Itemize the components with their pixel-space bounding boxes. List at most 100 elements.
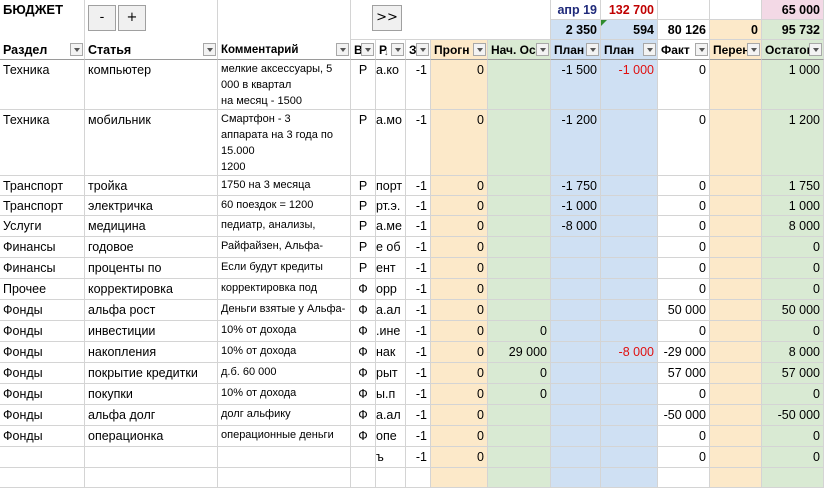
filter-dropdown-icon[interactable] <box>747 43 760 56</box>
cell-fact[interactable]: -29 000 <box>658 342 710 363</box>
column-header-balance[interactable]: Остаток <box>762 40 824 60</box>
cell-article[interactable]: медицина <box>85 216 218 237</box>
cell-section[interactable]: Фонды <box>0 405 85 426</box>
cell-article[interactable]: инвестиции <box>85 321 218 342</box>
cell-balance[interactable]: 0 <box>762 447 824 468</box>
cell-v[interactable]: Р <box>351 258 376 279</box>
cell-v[interactable]: Ф <box>351 384 376 405</box>
cell-start[interactable]: 0 <box>488 321 551 342</box>
cell-fact[interactable]: 57 000 <box>658 363 710 384</box>
cell-v[interactable]: Р <box>351 60 376 110</box>
cell-start[interactable]: 0 <box>488 384 551 405</box>
cell-plan[interactable]: -8 000 <box>551 216 601 237</box>
cell-r[interactable]: порт <box>376 176 406 196</box>
cell-r[interactable]: орр <box>376 279 406 300</box>
cell-z[interactable]: -1 <box>406 237 431 258</box>
cell-start[interactable] <box>488 237 551 258</box>
cell-comment[interactable]: 1750 на 3 месяца <box>218 176 351 196</box>
cell-start[interactable] <box>488 196 551 216</box>
cell-z[interactable]: -1 <box>406 363 431 384</box>
cell-forecast[interactable]: 0 <box>431 279 488 300</box>
cell-balance[interactable] <box>762 468 824 488</box>
cell-forecast[interactable]: 0 <box>431 237 488 258</box>
cell-forecast[interactable]: 0 <box>431 342 488 363</box>
cell-article[interactable]: тройка <box>85 176 218 196</box>
cell-v[interactable]: Ф <box>351 279 376 300</box>
column-header-plan2[interactable]: План <box>601 40 658 60</box>
cell-article[interactable]: корректировка <box>85 279 218 300</box>
cell-comment[interactable]: долг альфику <box>218 405 351 426</box>
cell-fact[interactable]: 0 <box>658 176 710 196</box>
cell-v[interactable]: Ф <box>351 363 376 384</box>
column-header-article[interactable]: Статья <box>85 40 218 60</box>
filter-dropdown-icon[interactable] <box>416 43 429 56</box>
filter-dropdown-icon[interactable] <box>361 43 374 56</box>
cell-balance[interactable]: 1 200 <box>762 110 824 176</box>
cell-plan2[interactable] <box>601 447 658 468</box>
cell-r[interactable]: а.ал <box>376 405 406 426</box>
cell-section[interactable]: Фонды <box>0 342 85 363</box>
cell-balance[interactable]: 8 000 <box>762 342 824 363</box>
cell-section[interactable]: Фонды <box>0 321 85 342</box>
cell-section[interactable]: Фонды <box>0 363 85 384</box>
cell-section[interactable]: Фонды <box>0 426 85 447</box>
cell-section[interactable]: Финансы <box>0 258 85 279</box>
cell-start[interactable]: 0 <box>488 363 551 384</box>
cell-section[interactable]: Транспорт <box>0 196 85 216</box>
cell-start[interactable] <box>488 405 551 426</box>
column-header-section[interactable]: Раздел <box>0 40 85 60</box>
cell-section[interactable] <box>0 468 85 488</box>
cell-comment[interactable]: педиатр, анализы, <box>218 216 351 237</box>
cell-comment[interactable]: операционные деньги <box>218 426 351 447</box>
cell-balance[interactable]: 0 <box>762 321 824 342</box>
cell-z[interactable]: -1 <box>406 300 431 321</box>
cell-plan2[interactable]: -8 000 <box>601 342 658 363</box>
column-header-fact[interactable]: Факт <box>658 40 710 60</box>
cell-comment[interactable]: 10% от дохода <box>218 342 351 363</box>
cell-balance[interactable]: 57 000 <box>762 363 824 384</box>
cell-plan2[interactable] <box>601 237 658 258</box>
cell-plan[interactable] <box>551 237 601 258</box>
cell-r[interactable]: рт.э. <box>376 196 406 216</box>
cell-article[interactable]: проценты по <box>85 258 218 279</box>
cell-section[interactable]: Техника <box>0 60 85 110</box>
cell-r[interactable]: ъ <box>376 447 406 468</box>
cell-transfer[interactable] <box>710 237 762 258</box>
cell-plan2[interactable]: -1 000 <box>601 60 658 110</box>
cell-fact[interactable]: 50 000 <box>658 300 710 321</box>
cell-plan[interactable] <box>551 258 601 279</box>
filter-dropdown-icon[interactable] <box>536 43 549 56</box>
cell-fact[interactable]: 0 <box>658 321 710 342</box>
cell-v[interactable]: Р <box>351 216 376 237</box>
cell-comment[interactable]: д.б. 60 000 <box>218 363 351 384</box>
cell-plan2[interactable] <box>601 279 658 300</box>
column-header-z[interactable]: З <box>406 40 431 60</box>
cell-plan[interactable]: -1 500 <box>551 60 601 110</box>
cell-article[interactable]: покупки <box>85 384 218 405</box>
cell-plan2[interactable] <box>601 110 658 176</box>
cell-transfer[interactable] <box>710 321 762 342</box>
cell-plan[interactable]: -1 000 <box>551 196 601 216</box>
cell-plan2[interactable] <box>601 426 658 447</box>
cell-z[interactable]: -1 <box>406 258 431 279</box>
cell-section[interactable]: Техника <box>0 110 85 176</box>
cell-plan[interactable] <box>551 468 601 488</box>
cell-forecast[interactable]: 0 <box>431 426 488 447</box>
cell-article[interactable]: компьютер <box>85 60 218 110</box>
cell-v[interactable]: Р <box>351 176 376 196</box>
cell-z[interactable]: -1 <box>406 447 431 468</box>
filter-dropdown-icon[interactable] <box>643 43 656 56</box>
column-header-plan[interactable]: План <box>551 40 601 60</box>
cell-z[interactable]: -1 <box>406 110 431 176</box>
cell-plan[interactable] <box>551 447 601 468</box>
cell-z[interactable]: -1 <box>406 321 431 342</box>
cell-z[interactable]: -1 <box>406 196 431 216</box>
cell-fact[interactable]: 0 <box>658 110 710 176</box>
cell-z[interactable]: -1 <box>406 176 431 196</box>
cell-fact[interactable]: -50 000 <box>658 405 710 426</box>
cell-article[interactable]: покрытие кредитки <box>85 363 218 384</box>
cell-article[interactable]: электричка <box>85 196 218 216</box>
cell-r[interactable] <box>376 468 406 488</box>
column-header-r[interactable]: Р ↓ <box>376 40 406 60</box>
cell-transfer[interactable] <box>710 216 762 237</box>
